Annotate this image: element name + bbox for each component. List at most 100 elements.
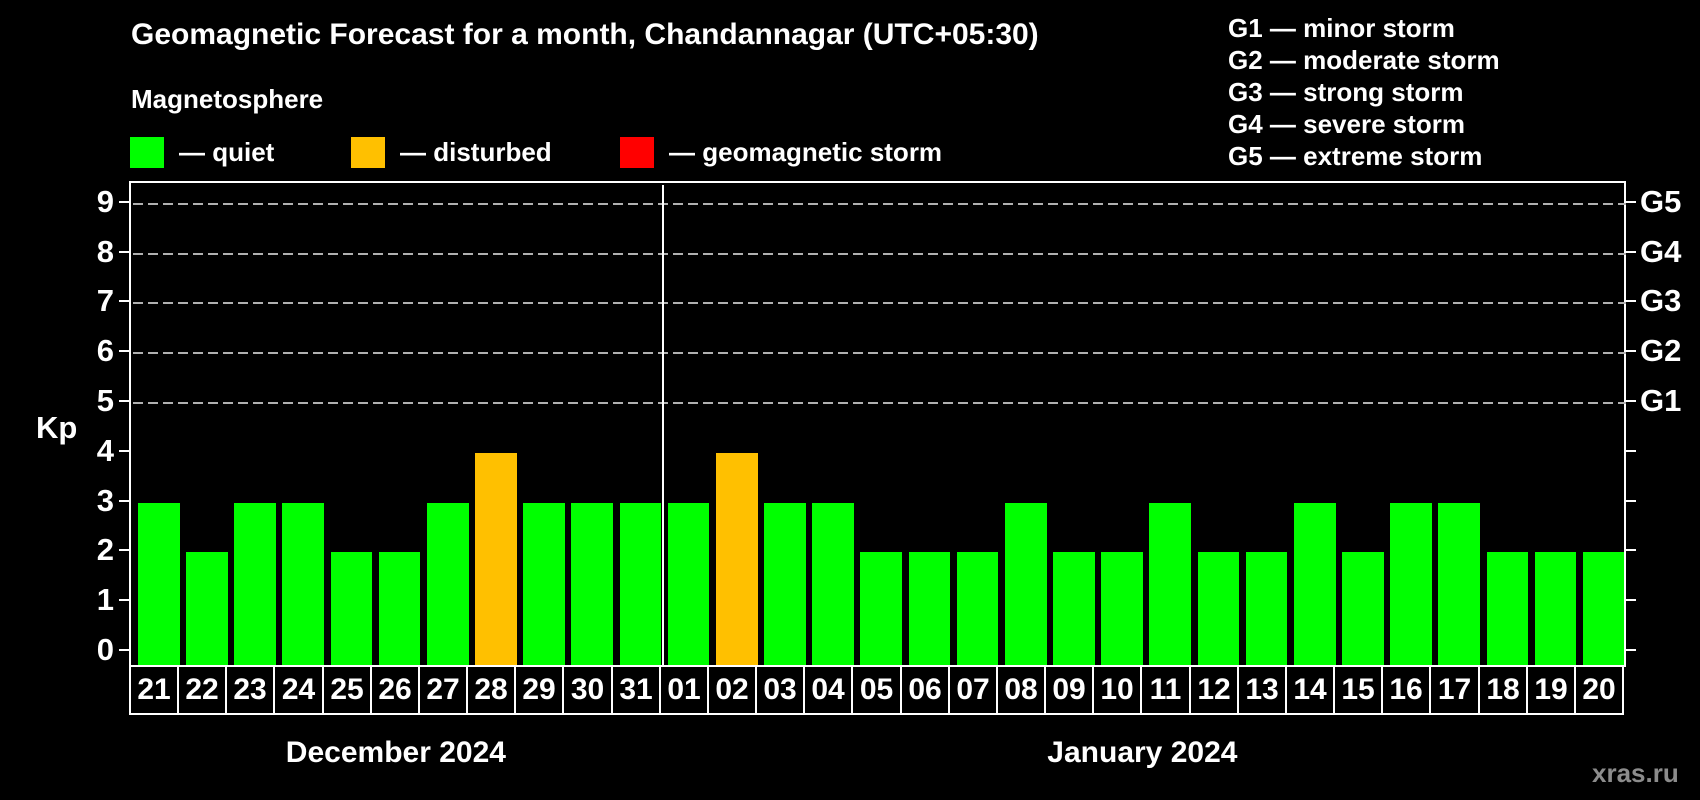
gridline [133,252,1626,255]
kp-bar [330,552,373,667]
legend-item: — disturbed [351,136,552,168]
kp-bar [812,502,854,667]
day-label-box: 21 [129,665,179,715]
kp-bar [186,552,228,667]
y-axis-label: 9 [96,183,114,219]
kp-bar [1101,552,1143,667]
y-axis-label: 5 [96,383,114,418]
g-scale-label: G4 [1640,233,1682,269]
y-axis-tick-right [1626,350,1636,353]
storm-scale-line: G5 — extreme storm [1228,141,1483,171]
y-axis-tick-left [119,649,129,651]
day-label-box: 10 [1092,665,1142,715]
y-axis-label: 7 [96,283,114,319]
month-label: January 2024 [1047,736,1238,769]
g-scale-label: G1 [1640,383,1682,418]
kp-bar [1438,502,1480,667]
y-axis-label: 8 [96,233,114,269]
y-axis-tick-right [1626,300,1636,303]
day-label-box: 13 [1237,665,1287,715]
kp-bar [1582,552,1625,667]
kp-bar [1149,502,1192,667]
y-axis-tick-right [1626,649,1636,651]
day-label-box: 14 [1285,665,1335,715]
legend-swatch-icon [351,136,385,168]
g-scale-label: G5 [1640,183,1682,219]
kp-bar [1293,502,1336,667]
day-label-box: 04 [803,665,853,715]
gridline [133,202,1626,205]
y-axis-label: 1 [96,582,114,618]
day-label-box: 24 [273,665,324,715]
kp-bar [1245,552,1288,667]
legend-item: — geomagnetic storm [620,136,942,168]
day-label-box: 29 [514,665,564,715]
day-label-box: 06 [900,665,950,715]
day-label-box: 28 [466,665,516,715]
storm-scale-line: G1 — minor storm [1228,13,1455,43]
kp-bar [860,552,903,667]
y-axis-label: 0 [96,632,114,667]
legend-swatch-icon [620,136,654,168]
g-scale-label: G3 [1640,283,1682,319]
day-label-box: 05 [851,665,902,715]
day-label-box: 11 [1140,665,1191,715]
kp-bar [715,452,758,667]
y-axis-tick-left [119,350,129,353]
y-axis-tick-right [1626,499,1636,502]
month-divider [661,185,664,667]
storm-scale-line: G2 — moderate storm [1228,45,1500,75]
kp-bar [523,502,565,667]
kp-bar [1342,552,1384,667]
storm-scale-line: G3 — strong storm [1228,77,1464,107]
legend-swatch-icon [130,136,164,168]
day-label-box: 16 [1381,665,1431,715]
y-axis-tick-left [119,250,129,253]
kp-bar [1534,552,1577,667]
gridline [133,302,1626,305]
day-label-box: 12 [1189,665,1239,715]
kp-bar [1053,552,1095,667]
kp-bar [1486,552,1529,667]
kp-bar [138,502,180,667]
watermark: xras.ru [1592,758,1679,788]
kp-bar [571,502,614,667]
day-label-box: 09 [1044,665,1094,715]
day-label-box: 25 [322,665,372,715]
day-label-box: 22 [177,665,227,715]
day-label-box: 07 [948,665,998,715]
day-label-box: 01 [659,665,709,715]
kp-bar [667,502,710,667]
day-label-box: 31 [611,665,661,715]
kp-bar [426,502,469,667]
y-axis-tick-left [119,400,129,402]
gridline [133,352,1626,355]
y-axis-tick-right [1626,400,1636,402]
y-axis-tick-left [119,300,129,303]
y-axis-tick-right [1626,599,1636,602]
day-label-box: 20 [1574,665,1624,715]
storm-scale-legend: G1 — minor storm G2 — moderate storm G3 — … [1228,12,1500,172]
y-axis-tick-right [1626,200,1636,203]
kp-bar [1197,552,1240,667]
y-axis-label: 2 [96,532,114,568]
kp-bar [1004,502,1047,667]
y-axis-tick-left [119,449,129,452]
y-axis-tick-left [119,200,129,203]
y-axis-tick-right [1626,250,1636,253]
y-axis-tick-right [1626,549,1636,552]
day-label-box: 15 [1333,665,1383,715]
y-axis-tick-left [119,599,129,602]
y-axis-label: 4 [96,432,114,468]
day-label-box: 08 [996,665,1046,715]
legend-item: — quiet [130,136,274,168]
g-scale-label: G2 [1640,333,1682,369]
chart-subtitle: Magnetosphere [131,84,324,114]
storm-scale-line: G4 — severe storm [1228,109,1466,139]
month-label: December 2024 [285,736,506,769]
kp-bar [1390,502,1432,667]
kp-bar [282,502,325,667]
day-label-box: 23 [225,665,275,715]
y-axis-title: Kp [36,410,78,445]
legend-label: — geomagnetic storm [669,136,943,167]
